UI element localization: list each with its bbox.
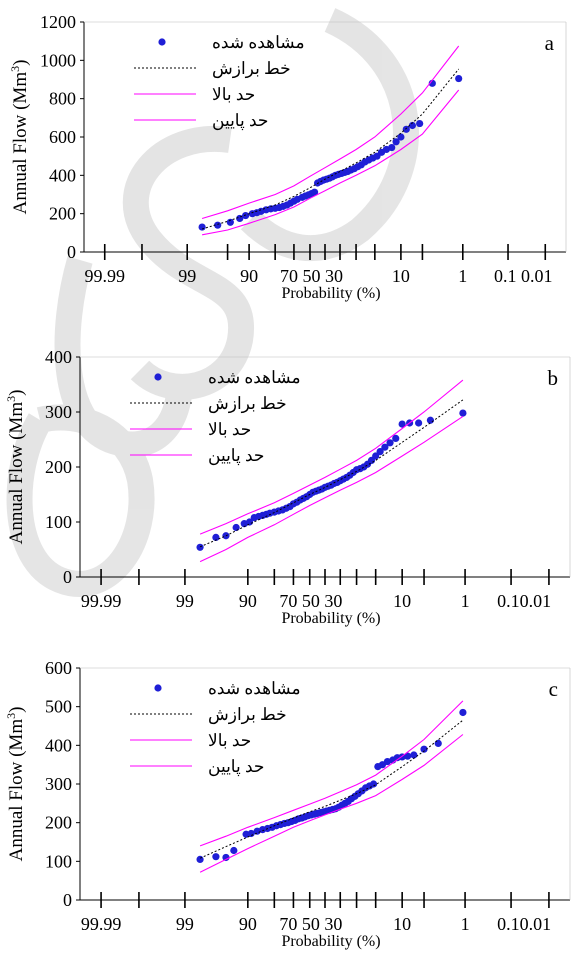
x-tick-label: 10: [392, 266, 410, 286]
observed-point: [386, 439, 393, 446]
y-axis-title-close: ): [10, 60, 31, 66]
y-tick-label: 0: [63, 567, 72, 587]
legend-observed-label: مشاهده شده: [208, 368, 301, 387]
observed-point: [388, 144, 395, 151]
panel-label: a: [545, 31, 555, 55]
observed-point: [455, 75, 462, 82]
observed-point: [397, 133, 404, 140]
x-tick-label: 99: [176, 591, 194, 611]
y-tick-label: 200: [45, 457, 72, 477]
legend-observed-label: مشاهده شده: [212, 33, 305, 52]
observed-point: [416, 120, 423, 127]
observed-point: [415, 419, 422, 426]
legend-observed-marker: [158, 38, 165, 45]
x-tick-label: 99: [178, 266, 196, 286]
observed-point: [410, 751, 417, 758]
x-tick-label: 99: [176, 914, 194, 934]
y-axis-title: Annual Flow (Mm3): [8, 60, 31, 215]
observed-point: [459, 709, 466, 716]
x-tick-label: 90: [240, 266, 258, 286]
x-axis-title: Probability (%): [281, 610, 380, 627]
y-tick-label: 600: [45, 658, 72, 678]
y-tick-label: 0: [63, 890, 72, 910]
legend-fitted-label: خط برازش: [208, 705, 287, 725]
y-axis-title: Annual Flow (Mm3): [4, 390, 27, 545]
y-tick-label: 200: [49, 204, 76, 224]
x-tick-label: 0.1 0.01: [494, 266, 553, 286]
y-tick-label: 100: [45, 512, 72, 532]
y-axis-title-close: ): [6, 707, 27, 713]
x-tick-label: 0.10.01: [497, 914, 551, 934]
y-tick-label: 600: [49, 127, 76, 147]
y-tick-label: 100: [45, 851, 72, 871]
x-tick-label: 70 50 30: [279, 591, 342, 611]
legend: مشاهده شده خط برازش حد بالا حد پایین: [130, 368, 301, 466]
x-tick-label: 99.99: [84, 266, 125, 286]
legend: مشاهده شده خط برازش حد بالا حد پایین: [134, 33, 305, 131]
y-tick-label: 300: [45, 774, 72, 794]
x-tick-label: 90: [239, 591, 257, 611]
legend-observed-marker: [154, 373, 161, 380]
observed-point: [212, 853, 219, 860]
observed-point: [435, 740, 442, 747]
y-axis-title-main: Annual Flow (Mm: [6, 719, 27, 862]
x-tick-label: 99.99: [81, 591, 122, 611]
legend-lower-label: حد پایین: [208, 446, 264, 466]
observed-point: [459, 410, 466, 417]
chart-panel-c: 0 100 200 300 400 500 600 99.99 99 90 70 50 30 10 1 0…: [4, 658, 570, 950]
observed-point: [196, 544, 203, 551]
legend-upper-label: حد بالا: [212, 85, 255, 104]
legend-upper-label: حد بالا: [208, 420, 251, 439]
y-tick-label: 200: [45, 813, 72, 833]
x-axis-title: Probability (%): [281, 285, 380, 302]
y-tick-label: 400: [45, 735, 72, 755]
panel-label: b: [548, 366, 559, 390]
legend: مشاهده شده خط برازش حد بالا حد پایین: [130, 679, 301, 777]
x-tick-label: 70 50 30: [279, 914, 342, 934]
y-tick-label: 800: [49, 89, 76, 109]
legend-fitted-label: خط برازش: [208, 394, 287, 414]
x-tick-label: 10: [393, 914, 411, 934]
observed-point: [233, 524, 240, 531]
y-tick-label: 300: [45, 402, 72, 422]
x-tick-label: 10: [393, 591, 411, 611]
observed-point: [230, 847, 237, 854]
observed-point: [427, 417, 434, 424]
x-axis-title: Probability (%): [281, 933, 380, 950]
y-tick-label: 1200: [40, 12, 76, 32]
x-tick-label: 0.10.01: [497, 591, 551, 611]
y-tick-label: 500: [45, 697, 72, 717]
legend-lower-label: حد پایین: [212, 111, 268, 131]
y-tick-label: 0: [67, 242, 76, 262]
legend-fitted-label: خط برازش: [212, 59, 291, 79]
chart-panel-b: 0 100 200 300 400 99.99 99 90 70 50 30 10 1 0.10.01…: [4, 347, 570, 627]
legend-observed-marker: [154, 684, 161, 691]
x-tick-label: 90: [239, 914, 257, 934]
observed-point: [196, 856, 203, 863]
y-axis-title: Annual Flow (Mm3): [4, 707, 27, 862]
x-tick-label: 1: [458, 266, 467, 286]
y-axis-title-close: ): [6, 390, 27, 396]
y-tick-label: 1000: [40, 50, 76, 70]
lower-bound-line: [200, 735, 463, 873]
y-axis-title-main: Annual Flow (Mm: [10, 72, 31, 215]
x-tick-label: 70 50 30: [280, 266, 343, 286]
x-tick-label: 99.99: [81, 914, 122, 934]
y-tick-label: 400: [49, 165, 76, 185]
panel-label: c: [549, 677, 558, 701]
legend-upper-label: حد بالا: [208, 731, 251, 750]
observed-point: [199, 223, 206, 230]
y-tick-label: 400: [45, 347, 72, 367]
x-tick-label: 1: [461, 914, 470, 934]
legend-observed-label: مشاهده شده: [208, 679, 301, 698]
x-tick-label: 1: [461, 591, 470, 611]
y-axis-title-main: Annual Flow (Mm: [6, 402, 27, 545]
legend-lower-label: حد پایین: [208, 757, 264, 777]
observed-point: [242, 212, 249, 219]
